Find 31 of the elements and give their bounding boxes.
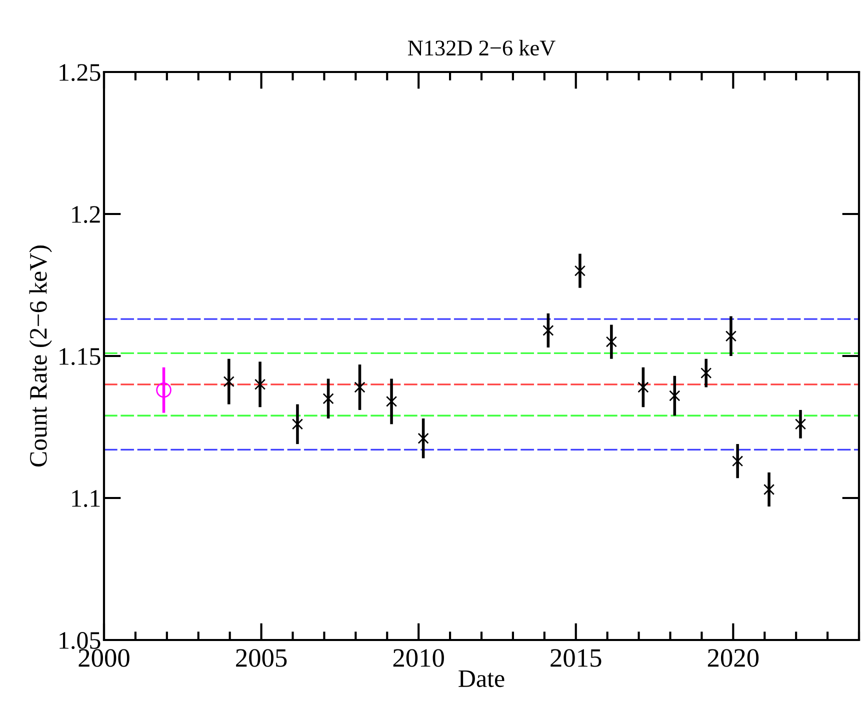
point xyxy=(638,382,649,393)
point xyxy=(354,382,366,393)
point xyxy=(700,367,712,379)
x-tick-label: 2015 xyxy=(550,649,602,667)
y-tick-label: 1.05 xyxy=(60,632,100,650)
x-tick-label: 2000 xyxy=(78,649,130,667)
point xyxy=(763,484,775,496)
point xyxy=(669,390,680,402)
point xyxy=(156,382,172,398)
point xyxy=(606,336,617,348)
point xyxy=(574,265,586,276)
x-tick-label: 2020 xyxy=(708,649,759,667)
point xyxy=(292,418,304,430)
point xyxy=(386,396,398,407)
point xyxy=(418,432,429,444)
point xyxy=(254,378,266,390)
x-tick-label: 2005 xyxy=(236,649,287,667)
y-tick-label: 1.2 xyxy=(72,206,100,224)
y-tick-label: 1.15 xyxy=(60,348,100,366)
point xyxy=(542,324,554,336)
x-axis-title: Date xyxy=(458,670,504,688)
x-tick-label: 2010 xyxy=(393,649,444,667)
point xyxy=(223,376,234,388)
y-tick-label: 1.1 xyxy=(72,490,100,508)
point xyxy=(725,330,737,342)
y-tick-label: 1.25 xyxy=(60,64,100,82)
point xyxy=(794,418,806,430)
y-axis-title: Count Rate (2−6 keV) xyxy=(29,246,52,467)
point xyxy=(322,393,334,404)
chart-title: N132D 2−6 keV xyxy=(408,40,556,56)
point xyxy=(732,456,744,467)
